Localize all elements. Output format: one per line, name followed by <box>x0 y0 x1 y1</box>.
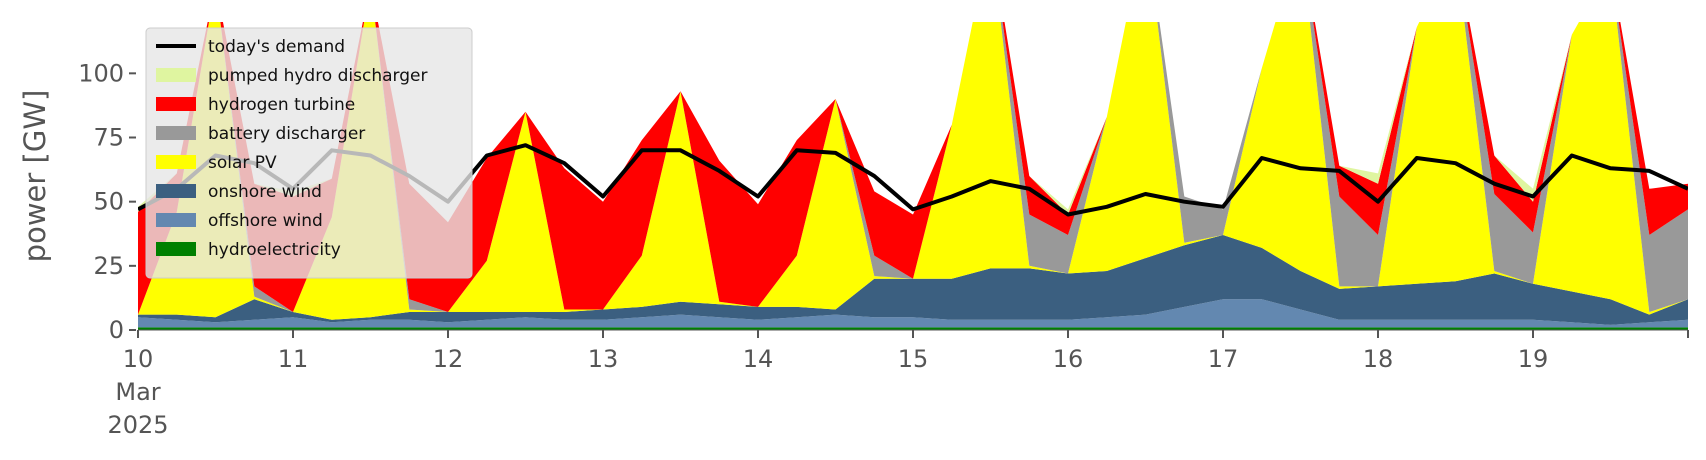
y-axis-title: power [GW] <box>18 90 52 263</box>
area-solar-pv <box>138 22 1688 320</box>
y-tick-label: 75 <box>93 124 124 152</box>
legend-label-offshore-wind: offshore wind <box>208 211 323 231</box>
legend-label-pumped-hydro-discharger: pumped hydro discharger <box>208 66 427 86</box>
y-tick-label: 0 <box>109 316 124 344</box>
x-tick-label: 10 <box>123 345 154 373</box>
stacked-areas <box>138 22 1688 330</box>
legend-label-solar-pv: solar PV <box>208 153 277 173</box>
legend: today's demand pumped hydro discharger hyd… <box>145 27 473 279</box>
x-tick-label: 19 <box>1518 345 1549 373</box>
legend-label-battery-discharger: battery discharger <box>208 124 365 144</box>
legend-label-hydrogen-turbine: hydrogen turbine <box>208 95 355 115</box>
x-tick-label: 12 <box>433 345 464 373</box>
legend-box <box>145 27 473 279</box>
legend-label-onshore-wind: onshore wind <box>208 182 322 202</box>
legend-label-today-s-demand: today's demand <box>208 37 345 57</box>
x-tick-label: 15 <box>898 345 929 373</box>
legend-swatch-solar-pv <box>156 155 196 169</box>
axes: 0 25 50 75 100 10 11 12 13 14 15 16 17 18 19 Mar 2025 <box>78 59 1689 439</box>
x-tick-label: 18 <box>1363 345 1394 373</box>
area-offshore-wind <box>138 299 1688 328</box>
legend-swatch-offshore-wind <box>156 213 196 227</box>
area-onshore-wind <box>138 235 1688 325</box>
y-tick-label: 100 <box>78 59 124 87</box>
y-tick-label: 25 <box>93 252 124 280</box>
y-tick-label: 50 <box>93 188 124 216</box>
legend-label-hydroelectricity: hydroelectricity <box>208 240 341 260</box>
legend-swatch-hydrogen-turbine <box>156 97 196 111</box>
x-tick-sublabel: Mar <box>115 378 160 406</box>
x-tick-label: 14 <box>743 345 774 373</box>
legend-swatch-battery-discharger <box>156 126 196 140</box>
legend-swatch-hydroelectricity <box>156 242 196 256</box>
x-tick-label: 11 <box>278 345 309 373</box>
area-hydroelectricity <box>138 327 1688 330</box>
area-hydrogen-turbine <box>138 22 1688 315</box>
legend-swatch-onshore-wind <box>156 184 196 198</box>
x-tick-label: 16 <box>1053 345 1084 373</box>
x-tick-sublabel: 2025 <box>107 411 168 439</box>
x-tick-label: 17 <box>1208 345 1239 373</box>
legend-swatch-pumped-hydro-discharger <box>156 68 196 82</box>
x-tick-label: 13 <box>588 345 619 373</box>
